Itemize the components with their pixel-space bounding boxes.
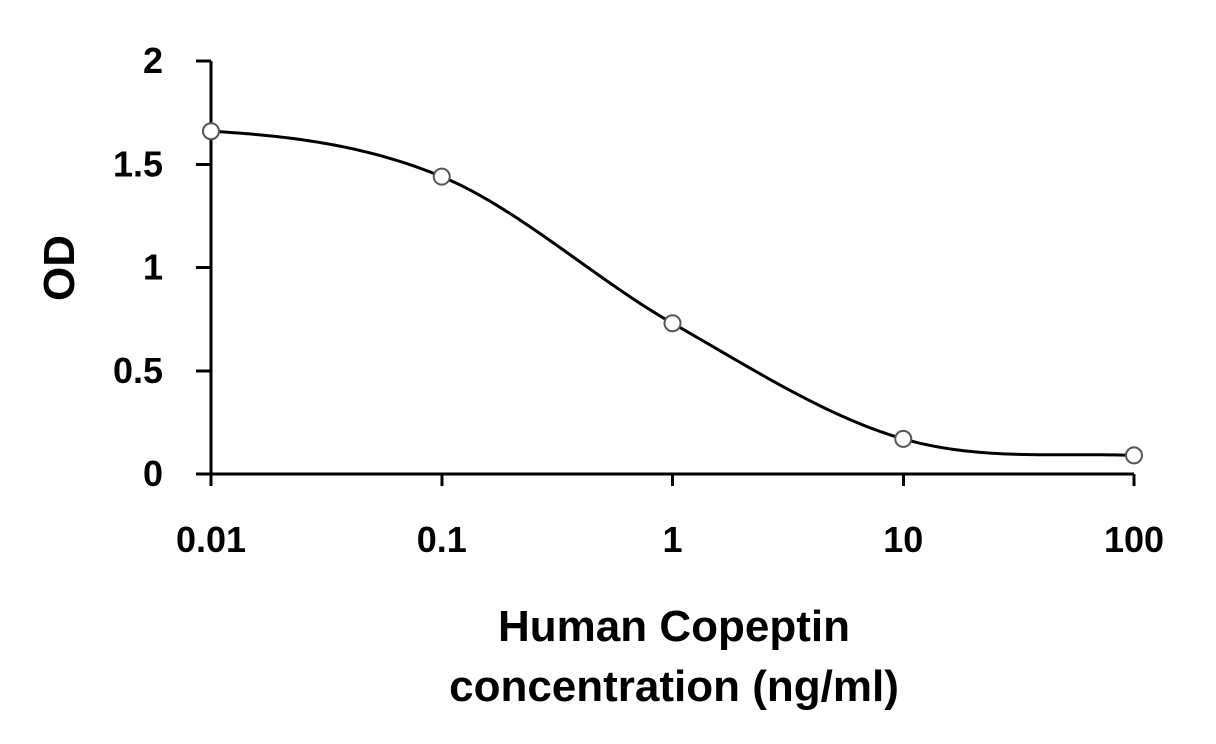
x-tick-label: 10: [883, 519, 923, 560]
data-point: [202, 122, 220, 141]
x-tick-label: 100: [1104, 519, 1164, 560]
x-tick-label: 1: [662, 519, 682, 560]
data-point: [432, 167, 451, 186]
data-point: [1125, 446, 1143, 465]
x-axis-title-line-1: Human Copeptin: [498, 602, 850, 651]
fit-curve-group: [210, 129, 1135, 457]
fit-curve: [210, 129, 1135, 457]
axes: [209, 61, 1134, 476]
x-tick-label: 0.01: [176, 519, 246, 560]
y-tick-label: 0.5: [113, 350, 163, 391]
y-tick-label: 1: [143, 247, 163, 288]
y-tick-label: 2: [143, 40, 163, 81]
y-tick-label: 1.5: [113, 143, 163, 184]
y-tick-label: 0: [143, 453, 163, 494]
x-axis-title-line-2: concentration (ng/ml): [449, 662, 899, 711]
y-axis-title: OD: [35, 235, 84, 301]
x-tick-label: 0.1: [417, 519, 467, 560]
ticks: 0 0.5 1 1.5 2 0.01 0.1 1 10 100: [113, 40, 1164, 560]
data-point: [663, 314, 682, 333]
data-point: [894, 429, 913, 448]
data-points: [202, 122, 1143, 465]
